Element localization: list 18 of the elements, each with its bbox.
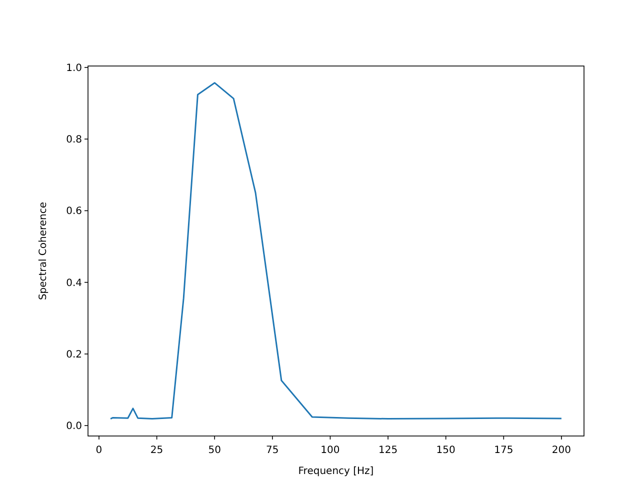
y-tick-label: 0.2 xyxy=(66,349,82,360)
x-tick-label: 150 xyxy=(436,445,456,456)
y-tick-label: 0.0 xyxy=(66,421,82,432)
x-tick-label: 0 xyxy=(96,445,102,456)
x-tick-label: 75 xyxy=(266,445,279,456)
y-tick-label: 1.0 xyxy=(66,62,82,74)
x-tick-label: 200 xyxy=(552,445,571,456)
y-tick-label: 0.6 xyxy=(66,206,82,218)
x-tick-label: 100 xyxy=(320,445,340,456)
x-tick-label: 125 xyxy=(378,445,398,456)
x-tick-label: 50 xyxy=(208,445,221,456)
y-tick-label: 0.4 xyxy=(66,278,82,289)
x-tick-label: 25 xyxy=(150,445,164,456)
x-axis-title: Frequency [Hz] xyxy=(298,466,374,477)
line-series xyxy=(110,82,562,420)
y-tick-label: 0.8 xyxy=(66,134,82,146)
y-axis-title: Spectral Coherence xyxy=(38,202,49,300)
x-tick-label: 175 xyxy=(494,445,514,456)
